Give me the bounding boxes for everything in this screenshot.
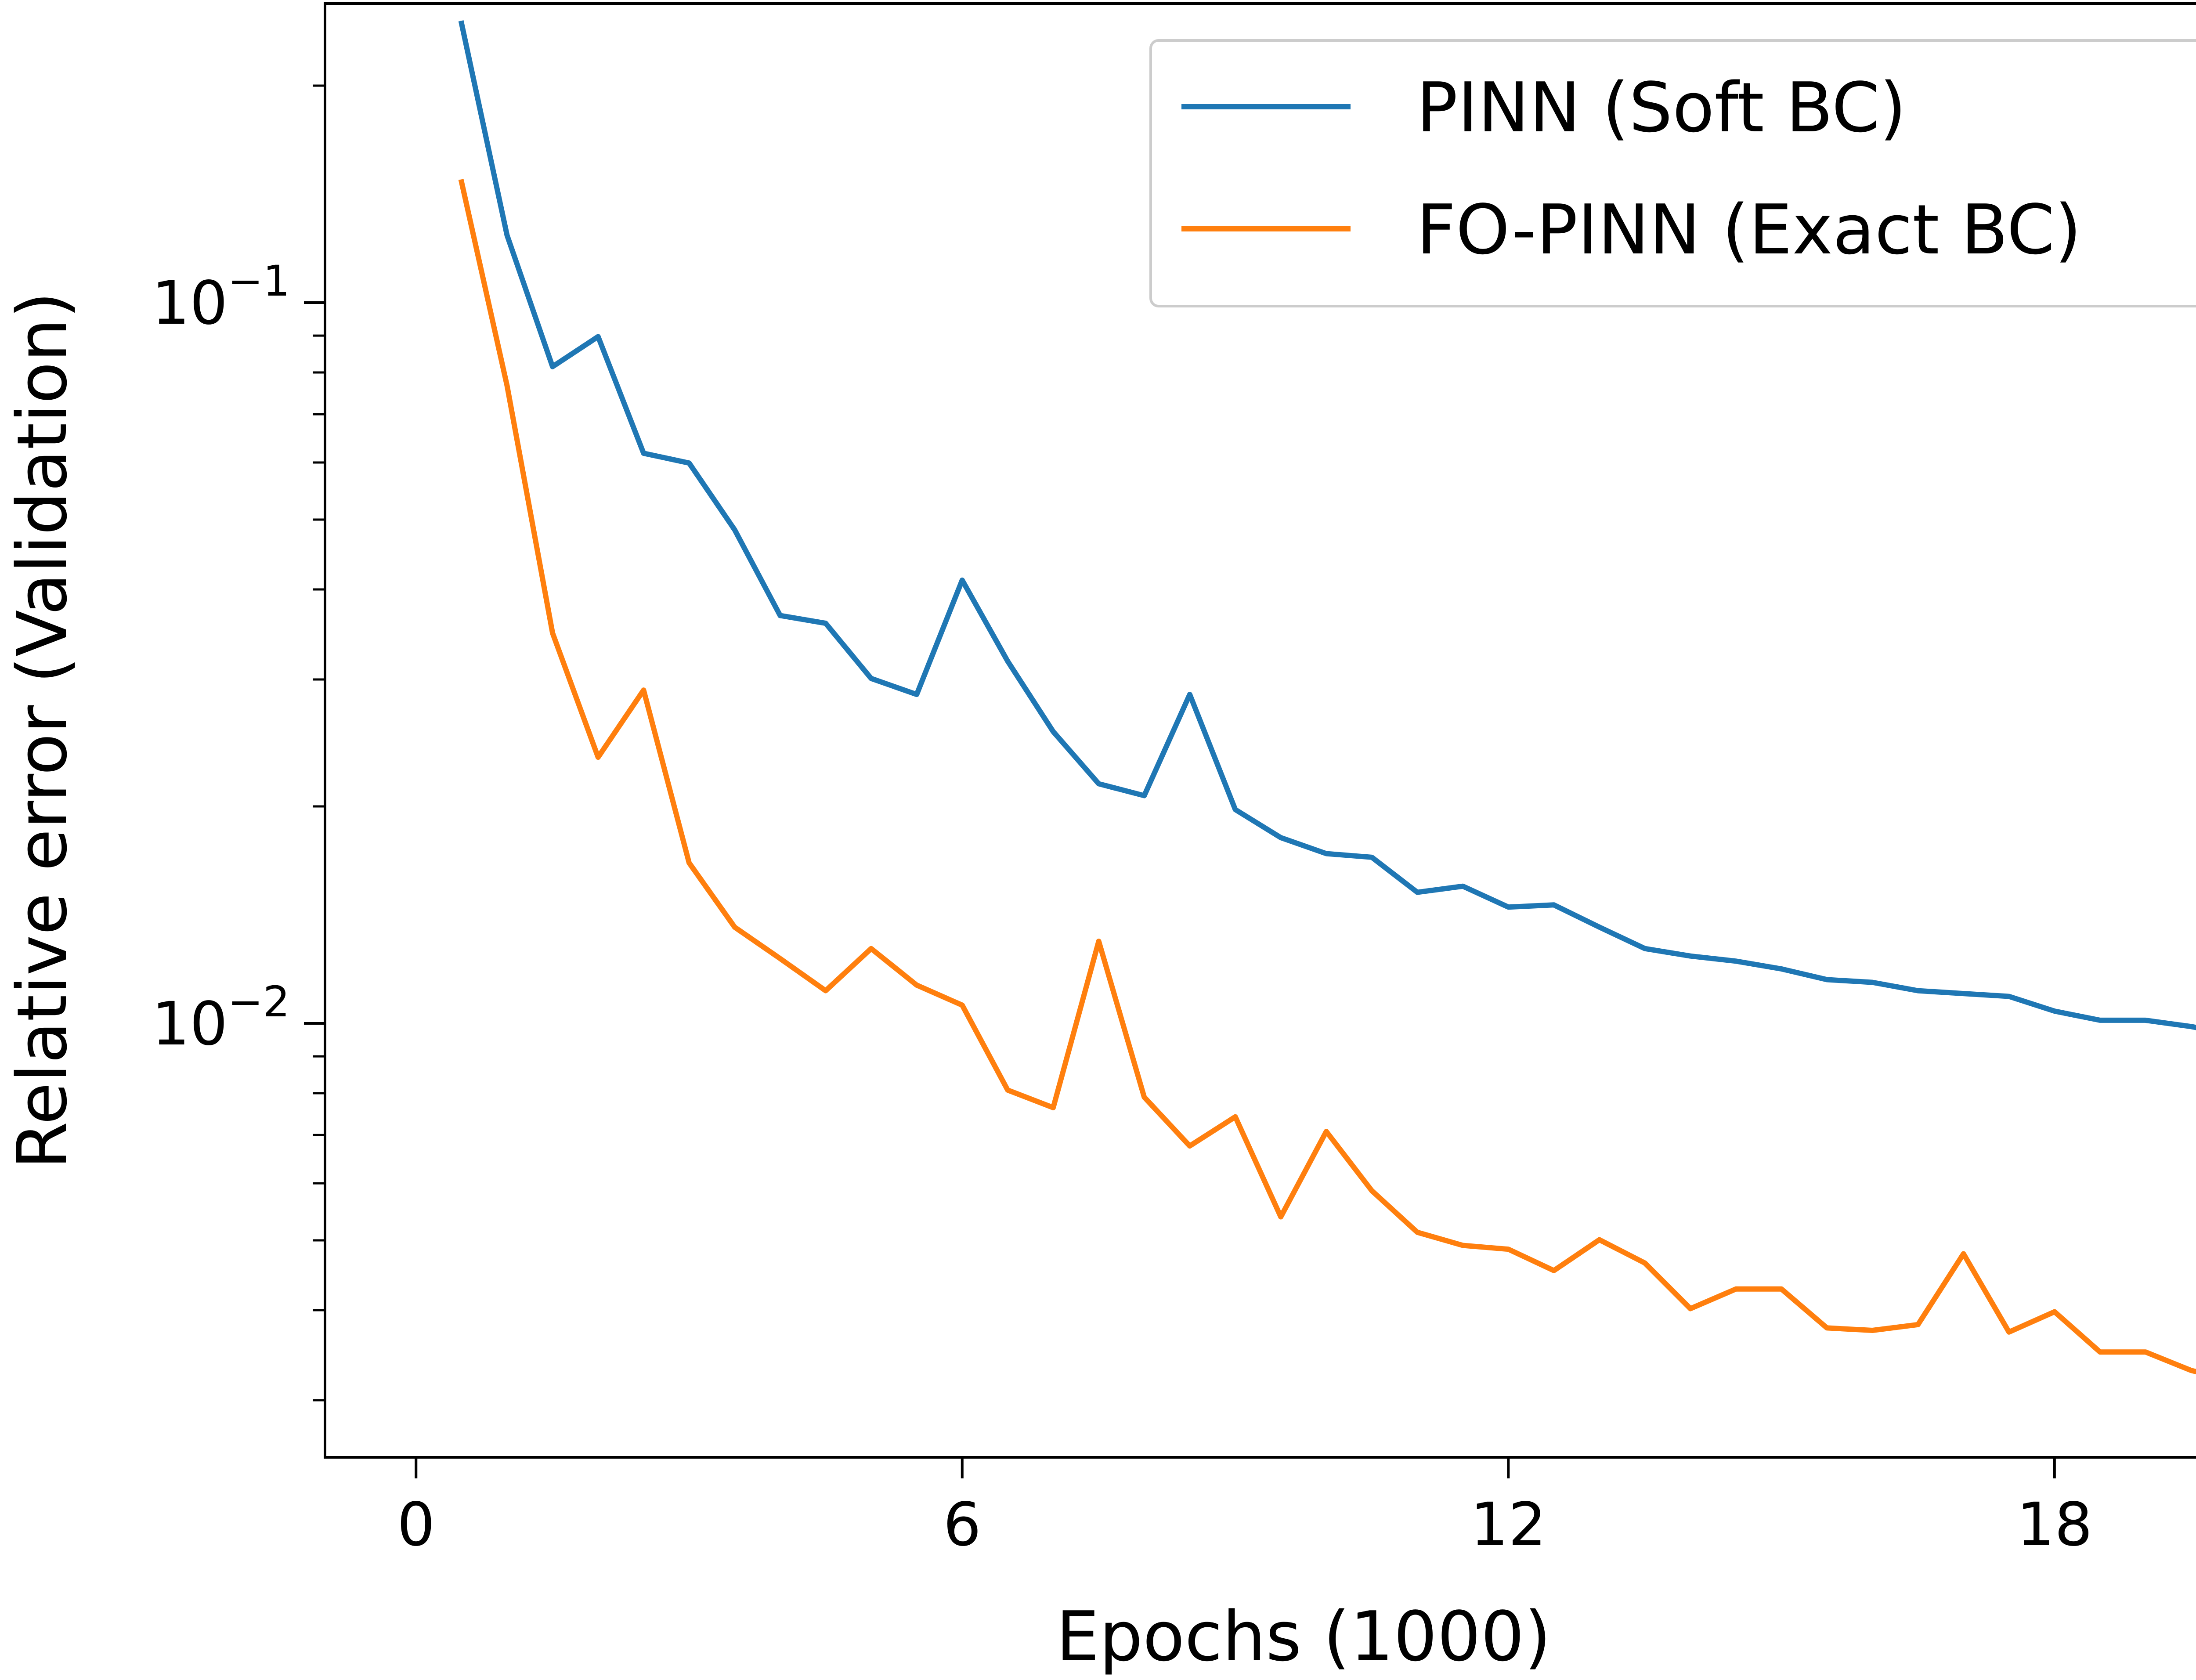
x-tick-label-2: 12 bbox=[1470, 1490, 1546, 1560]
series-line-0 bbox=[458, 20, 2196, 1030]
legend-box bbox=[1149, 39, 2196, 307]
x-tick-label-1: 6 bbox=[943, 1490, 982, 1560]
legend-label-fo-pinn: FO-PINN (Exact BC) bbox=[1416, 190, 2081, 270]
x-tick-label-0: 0 bbox=[397, 1490, 435, 1560]
x-tick-label-3: 18 bbox=[2016, 1490, 2092, 1560]
y-axis-ticks: 10−1 10−2 bbox=[152, 257, 325, 1059]
legend-label-pinn: PINN (Soft BC) bbox=[1416, 68, 1906, 148]
series-line-1 bbox=[458, 179, 2196, 1375]
y-tick-label-1: 10−2 bbox=[152, 977, 290, 1059]
y-tick-label-0: 10−1 bbox=[152, 257, 290, 338]
legend: PINN (Soft BC) FO-PINN (Exact BC) bbox=[1149, 39, 2196, 307]
x-axis-label: Epochs (1000) bbox=[1056, 1597, 1551, 1676]
series-layer bbox=[458, 20, 2196, 1375]
x-axis-ticks: 0 6 12 18 bbox=[397, 1457, 2092, 1560]
y-axis-minor-ticks bbox=[313, 84, 325, 1402]
y-axis-label: Relative error (Validation) bbox=[2, 292, 82, 1169]
